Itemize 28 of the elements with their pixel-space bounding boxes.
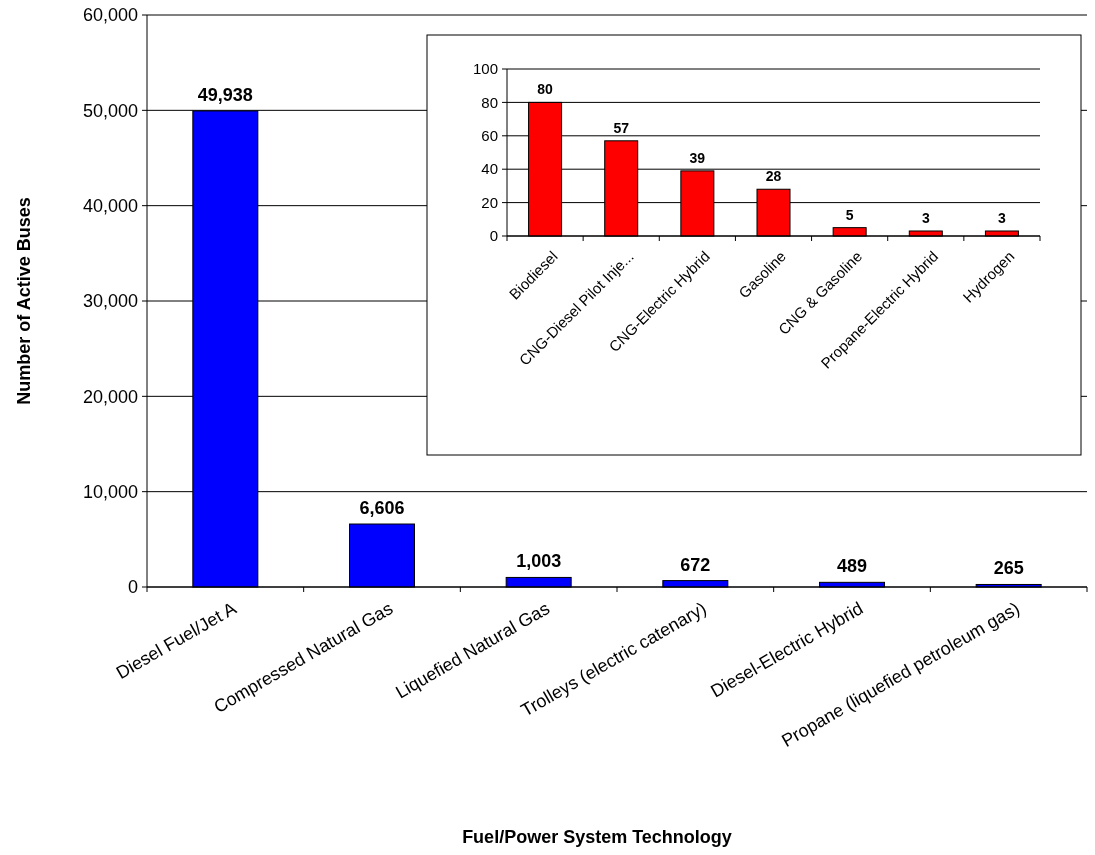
y-tick-label: 60 xyxy=(481,127,498,145)
y-tick-label: 80 xyxy=(481,93,498,111)
y-tick-label: 0 xyxy=(127,577,138,598)
y-tick-label: 40,000 xyxy=(82,195,138,216)
data-label: 3 xyxy=(998,209,1007,226)
y-tick-label: 40 xyxy=(481,160,498,178)
data-label: 57 xyxy=(613,119,630,136)
x-axis-title: Fuel/Power System Technology xyxy=(462,827,732,847)
data-label: 6,606 xyxy=(359,498,405,519)
data-label: 1,003 xyxy=(516,551,562,572)
y-tick-label: 10,000 xyxy=(82,481,138,502)
y-axis-title: Number of Active Buses xyxy=(14,197,34,405)
y-tick-label: 20 xyxy=(481,193,498,211)
data-label: 39 xyxy=(689,149,706,166)
y-tick-label: 0 xyxy=(489,227,498,245)
data-label: 28 xyxy=(765,168,782,185)
y-tick-label: 30,000 xyxy=(82,291,138,312)
data-label: 49,938 xyxy=(197,84,253,105)
data-label: 672 xyxy=(680,554,711,575)
y-tick-label: 100 xyxy=(472,60,498,78)
data-label: 3 xyxy=(921,209,930,226)
data-label: 489 xyxy=(836,556,868,577)
data-label: 5 xyxy=(845,206,854,223)
y-tick-label: 50,000 xyxy=(82,100,138,121)
y-tick-label: 60,000 xyxy=(82,5,138,26)
data-label: 80 xyxy=(537,81,554,98)
y-tick-label: 20,000 xyxy=(82,386,138,407)
data-label: 265 xyxy=(993,558,1024,579)
